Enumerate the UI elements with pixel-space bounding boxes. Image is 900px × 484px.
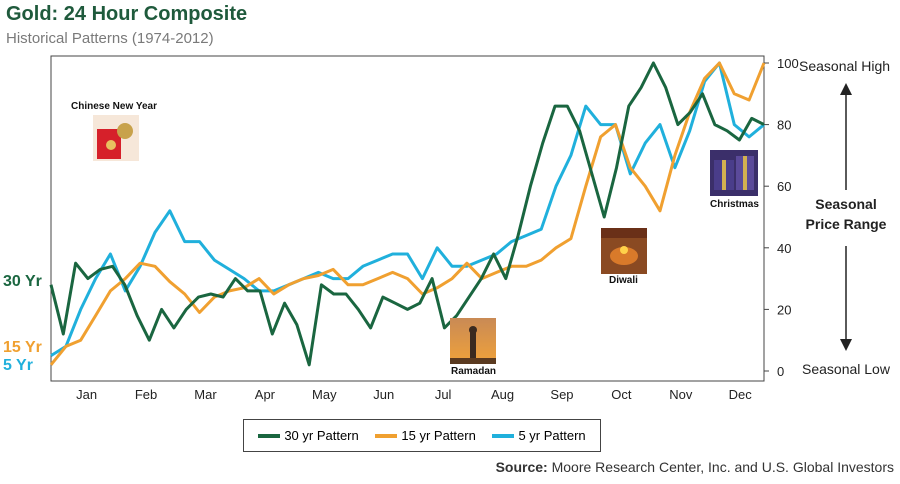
x-tick-label: Mar — [194, 387, 217, 402]
arrow-up-icon — [840, 83, 852, 95]
y-tick-label: 40 — [777, 241, 791, 256]
ramadan-label: Ramadan — [451, 366, 497, 377]
x-tick-label: Jul — [435, 387, 452, 402]
chart-title: Gold: 24 Hour Composite — [6, 3, 248, 25]
x-tick-label: Sep — [550, 387, 573, 402]
legend-swatch-30yr — [258, 433, 281, 438]
chinese-new-year-label: Chinese New Year — [71, 101, 157, 112]
series-end-label: 30 Yr — [3, 273, 42, 290]
seasonal-range-label-line2: Price Range — [806, 216, 887, 232]
source-prefix: Source: — [495, 459, 548, 475]
series-line-15yr — [49, 61, 766, 366]
chart-subtitle: Historical Patterns (1974-2012) — [6, 30, 214, 47]
legend-item-5yr: 5 yr Pattern — [492, 428, 586, 443]
seasonal-high-label: Seasonal High — [799, 58, 890, 74]
ramadan-photo — [450, 318, 496, 364]
x-tick-label: Jan — [76, 387, 97, 402]
x-tick-label: May — [312, 387, 337, 402]
arrow-down-icon — [840, 339, 852, 351]
chinese-new-year-photo — [93, 115, 139, 161]
source-note: Source: Moore Research Center, Inc. and … — [496, 459, 894, 475]
christmas-label: Christmas — [710, 199, 759, 210]
y-tick-label: 80 — [777, 118, 791, 133]
legend-label-15yr: 15 yr Pattern — [401, 428, 476, 443]
legend-label-30yr: 30 yr Pattern — [284, 428, 359, 443]
legend-label-5yr: 5 yr Pattern — [518, 428, 586, 443]
christmas-photo — [710, 150, 758, 196]
y-tick-label: 20 — [777, 302, 791, 317]
y-tick-label: 100 — [777, 56, 799, 71]
series-end-label: 15 Yr — [3, 339, 42, 356]
series-line-30yr — [49, 61, 765, 367]
series-end-label: 5 Yr — [3, 357, 33, 374]
chart-svg: Jan Feb Mar Apr May Jun Jul Aug Sep Oct Nov Dec 0 20 4… — [3, 55, 891, 402]
x-tick-label: Feb — [135, 387, 157, 402]
legend-swatch-5yr — [492, 433, 515, 438]
source-text: Moore Research Center, Inc. and U.S. Glo… — [547, 459, 894, 475]
x-tick-label: Dec — [729, 387, 753, 402]
legend-item-15yr: 15 yr Pattern — [375, 428, 476, 443]
seasonal-low-label: Seasonal Low — [802, 361, 891, 377]
x-tick-label: Jun — [373, 387, 394, 402]
diwali-photo — [601, 228, 647, 274]
x-tick-label: Aug — [491, 387, 514, 402]
legend-item-30yr: 30 yr Pattern — [258, 428, 359, 443]
x-tick-label: Nov — [669, 387, 693, 402]
x-tick-label: Apr — [255, 387, 276, 402]
series-line-5yr — [50, 61, 765, 357]
legend-swatch-15yr — [375, 433, 398, 438]
y-tick-label: 0 — [777, 364, 784, 379]
legend: 30 yr Pattern 15 yr Pattern 5 yr Pattern — [243, 419, 601, 452]
x-tick-label: Oct — [611, 387, 632, 402]
y-tick-label: 60 — [777, 179, 791, 194]
diwali-label: Diwali — [609, 275, 638, 286]
seasonal-range-label-line1: Seasonal — [815, 196, 876, 212]
plot-area — [50, 55, 765, 382]
